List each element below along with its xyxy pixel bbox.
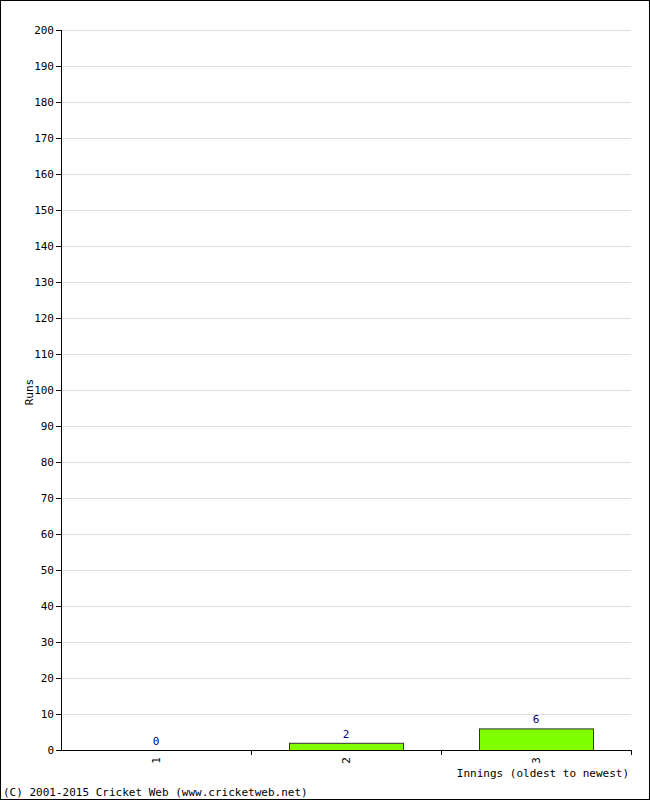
- y-tick: [56, 426, 61, 427]
- x-tick-label: 3: [530, 757, 543, 764]
- grid-line: [61, 210, 631, 211]
- y-tick-label: 90: [41, 420, 54, 433]
- y-axis: [61, 30, 62, 750]
- y-tick-label: 70: [41, 492, 54, 505]
- y-tick: [56, 246, 61, 247]
- y-tick: [56, 714, 61, 715]
- y-tick-label: 10: [41, 708, 54, 721]
- grid-line: [61, 30, 631, 31]
- y-tick: [56, 174, 61, 175]
- y-tick: [56, 678, 61, 679]
- y-tick-label: 200: [34, 24, 54, 37]
- grid-line: [61, 570, 631, 571]
- grid-line: [61, 678, 631, 679]
- x-tick-label: 1: [150, 757, 163, 764]
- grid-line: [61, 246, 631, 247]
- y-tick: [56, 390, 61, 391]
- grid-line: [61, 174, 631, 175]
- x-axis-title: Innings (oldest to newest): [457, 767, 629, 780]
- y-tick: [56, 606, 61, 607]
- y-tick-label: 40: [41, 600, 54, 613]
- x-tick: [631, 750, 632, 755]
- x-tick-label: 2: [340, 757, 353, 764]
- y-tick-label: 80: [41, 456, 54, 469]
- grid-line: [61, 534, 631, 535]
- y-tick-label: 60: [41, 528, 54, 541]
- data-label: 2: [343, 728, 350, 741]
- y-tick: [56, 354, 61, 355]
- y-tick-label: 130: [34, 276, 54, 289]
- y-tick: [56, 462, 61, 463]
- y-tick-label: 140: [34, 240, 54, 253]
- chart-container: 0102030405060708090100110120130140150160…: [0, 0, 650, 800]
- y-tick-label: 20: [41, 672, 54, 685]
- y-tick-label: 110: [34, 348, 54, 361]
- y-tick-label: 30: [41, 636, 54, 649]
- y-tick: [56, 570, 61, 571]
- x-tick: [441, 750, 442, 755]
- copyright: (C) 2001-2015 Cricket Web (www.cricketwe…: [3, 786, 308, 799]
- grid-line: [61, 138, 631, 139]
- y-tick: [56, 66, 61, 67]
- grid-line: [61, 498, 631, 499]
- grid-line: [61, 462, 631, 463]
- y-tick: [56, 750, 61, 751]
- grid-line: [61, 606, 631, 607]
- border: [1, 1, 650, 800]
- y-tick-label: 170: [34, 132, 54, 145]
- y-tick: [56, 210, 61, 211]
- y-tick: [56, 498, 61, 499]
- y-tick-label: 120: [34, 312, 54, 325]
- chart-svg: 0102030405060708090100110120130140150160…: [0, 0, 650, 800]
- grid-line: [61, 102, 631, 103]
- y-tick: [56, 282, 61, 283]
- data-label: 0: [153, 735, 160, 748]
- y-tick: [56, 318, 61, 319]
- grid-line: [61, 390, 631, 391]
- y-axis-title: Runs: [23, 379, 36, 406]
- y-tick-label: 100: [34, 384, 54, 397]
- grid-line: [61, 318, 631, 319]
- bar: [290, 743, 404, 750]
- y-tick: [56, 138, 61, 139]
- y-tick-label: 190: [34, 60, 54, 73]
- data-label: 6: [533, 713, 540, 726]
- grid-line: [61, 66, 631, 67]
- bars: [290, 729, 594, 750]
- y-tick-label: 50: [41, 564, 54, 577]
- y-tick-label: 180: [34, 96, 54, 109]
- x-axis: [61, 750, 631, 751]
- grid-line: [61, 642, 631, 643]
- grid-line: [61, 282, 631, 283]
- y-tick: [56, 30, 61, 31]
- x-tick: [251, 750, 252, 755]
- grid-line: [61, 750, 631, 751]
- y-tick-label: 160: [34, 168, 54, 181]
- y-tick: [56, 534, 61, 535]
- bar: [480, 729, 594, 750]
- y-tick-label: 150: [34, 204, 54, 217]
- grid-line: [61, 714, 631, 715]
- y-tick-label: 0: [47, 744, 54, 757]
- y-tick: [56, 102, 61, 103]
- grid-line: [61, 426, 631, 427]
- grid-line: [61, 354, 631, 355]
- y-tick: [56, 642, 61, 643]
